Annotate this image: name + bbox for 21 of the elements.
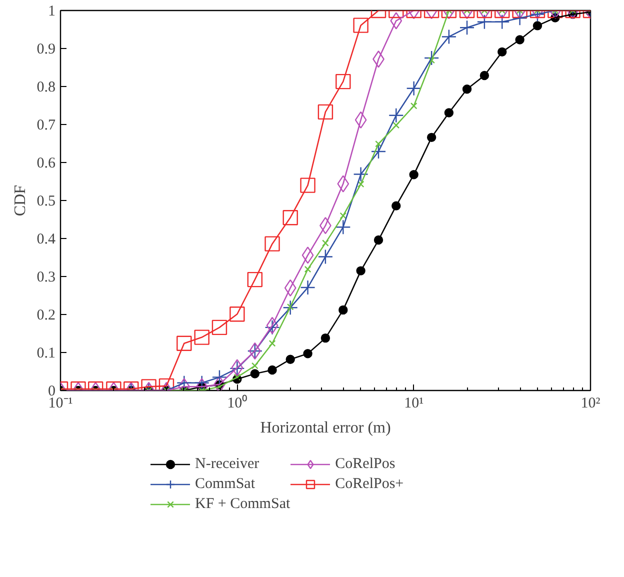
x-tick-label: 10¹	[404, 396, 424, 412]
y-tick-label: 0.2	[36, 308, 56, 324]
y-tick-label: 0.7	[36, 118, 56, 134]
legend-label: N-receiver	[195, 456, 260, 472]
x-axis-title: Horizontal error (m)	[260, 420, 391, 436]
y-tick-label: 0.1	[36, 346, 56, 362]
x-tick-label: 10⁻¹	[48, 396, 73, 412]
x-tick-label: 10⁰	[227, 394, 248, 412]
y-tick-label: 0.5	[36, 194, 56, 210]
x-tick-label: 10²	[580, 396, 601, 412]
legend-label: CommSat	[195, 476, 256, 492]
legend-label: CoRelPos+	[335, 476, 404, 492]
y-tick-label: 0.3	[36, 270, 56, 286]
y-tick-label: 0.8	[36, 80, 56, 96]
legend-label: CoRelPos	[335, 456, 396, 472]
legend-label: KF + CommSat	[195, 496, 290, 512]
y-tick-label: 1	[48, 4, 56, 20]
y-axis-title: CDF	[12, 184, 29, 216]
y-tick-label: 0.9	[36, 42, 56, 58]
y-tick-label: 0.6	[36, 156, 56, 172]
y-tick-label: 0.4	[36, 232, 56, 248]
